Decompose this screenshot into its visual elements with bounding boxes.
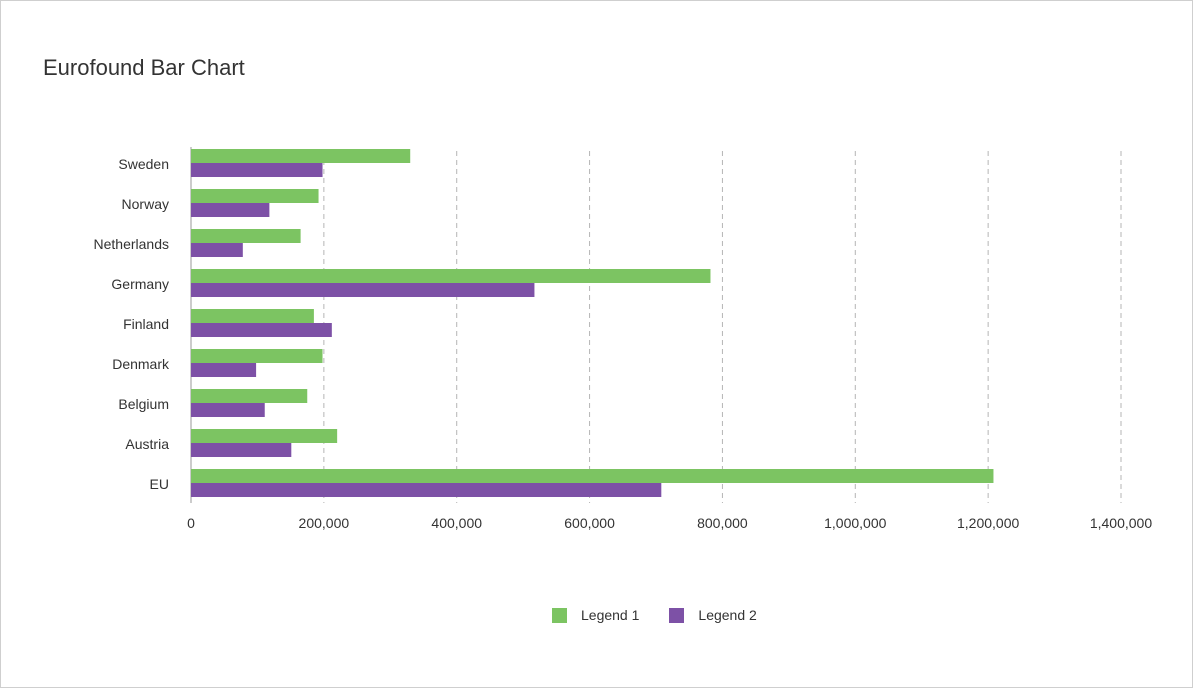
- bar-series2: [191, 363, 257, 377]
- legend-item-1[interactable]: Legend 1: [552, 607, 639, 623]
- bar-series1: [191, 269, 711, 283]
- legend-item-2[interactable]: Legend 2: [669, 607, 757, 623]
- bar-series2: [191, 443, 292, 457]
- y-tick-label: EU: [150, 476, 169, 492]
- y-tick-label: Finland: [123, 316, 169, 332]
- x-tick-label: 1,200,000: [957, 515, 1019, 531]
- bar-series2: [191, 163, 323, 177]
- y-tick-label: Germany: [111, 276, 169, 292]
- bar-series1: [191, 349, 323, 363]
- bar-series2: [191, 283, 535, 297]
- y-tick-label: Netherlands: [94, 236, 170, 252]
- y-tick-label: Denmark: [112, 356, 170, 372]
- bar-series1: [191, 429, 338, 443]
- x-tick-label: 400,000: [431, 515, 482, 531]
- legend-1-swatch: [552, 607, 567, 623]
- bar-series1: [191, 189, 319, 203]
- chart-title: Eurofound Bar Chart: [43, 55, 245, 80]
- bar-series2: [191, 323, 332, 337]
- bar-series1: [191, 389, 308, 403]
- bar-series1: [191, 149, 411, 163]
- bar-series2: [191, 203, 270, 217]
- bar-series1: [191, 229, 301, 243]
- x-tick-label: 800,000: [697, 515, 748, 531]
- bar-series2: [191, 483, 662, 497]
- bar-series1: [191, 469, 994, 483]
- bar-series1: [191, 309, 314, 323]
- y-tick-label: Sweden: [118, 156, 169, 172]
- y-tick-label: Belgium: [118, 396, 169, 412]
- legend: Legend 1 Legend 2: [552, 607, 787, 623]
- bar-series2: [191, 403, 265, 417]
- legend-2-swatch: [669, 607, 685, 623]
- legend-2-label: Legend 2: [698, 607, 757, 623]
- x-tick-label: 0: [187, 515, 195, 531]
- x-tick-label: 200,000: [299, 515, 350, 531]
- x-tick-label: 600,000: [564, 515, 615, 531]
- y-tick-label: Norway: [122, 196, 169, 212]
- x-tick-label: 1,000,000: [824, 515, 886, 531]
- x-tick-label: 1,400,000: [1090, 515, 1152, 531]
- legend-1-label: Legend 1: [581, 607, 640, 623]
- bar-series2: [191, 243, 243, 257]
- y-tick-label: Austria: [125, 436, 169, 452]
